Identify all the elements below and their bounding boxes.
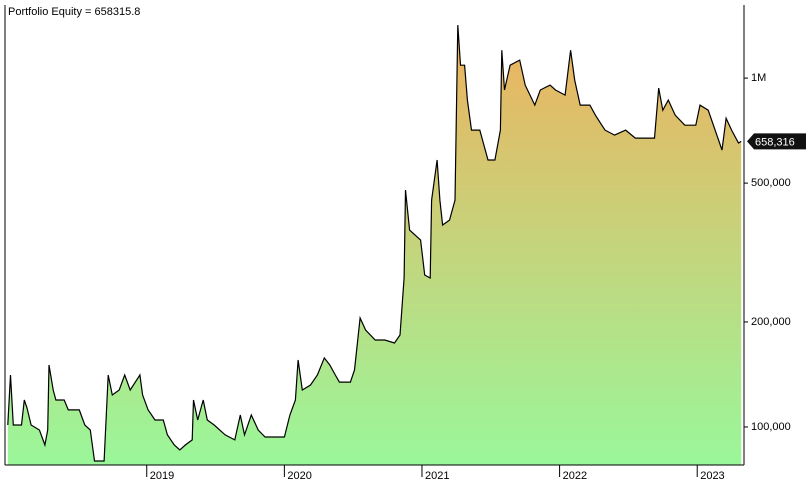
area (7, 25, 742, 465)
chart-title: Portfolio Equity = 658315.8 (8, 6, 140, 18)
x-tick-label: 2019 (150, 470, 174, 482)
x-tick-label: 2023 (700, 470, 724, 482)
y-tick-label: 100,000 (751, 421, 791, 433)
last-value-label: 658,316 (755, 136, 795, 148)
y-tick-label: 500,000 (751, 177, 791, 189)
x-tick-label: 2021 (425, 470, 449, 482)
last-value-box (747, 133, 806, 150)
y-tick-label: 200,000 (751, 316, 791, 328)
y-tick-label: 1M (751, 72, 766, 84)
x-tick-label: 2020 (287, 470, 311, 482)
equity-line (7, 25, 742, 462)
x-tick-label: 2022 (563, 470, 587, 482)
